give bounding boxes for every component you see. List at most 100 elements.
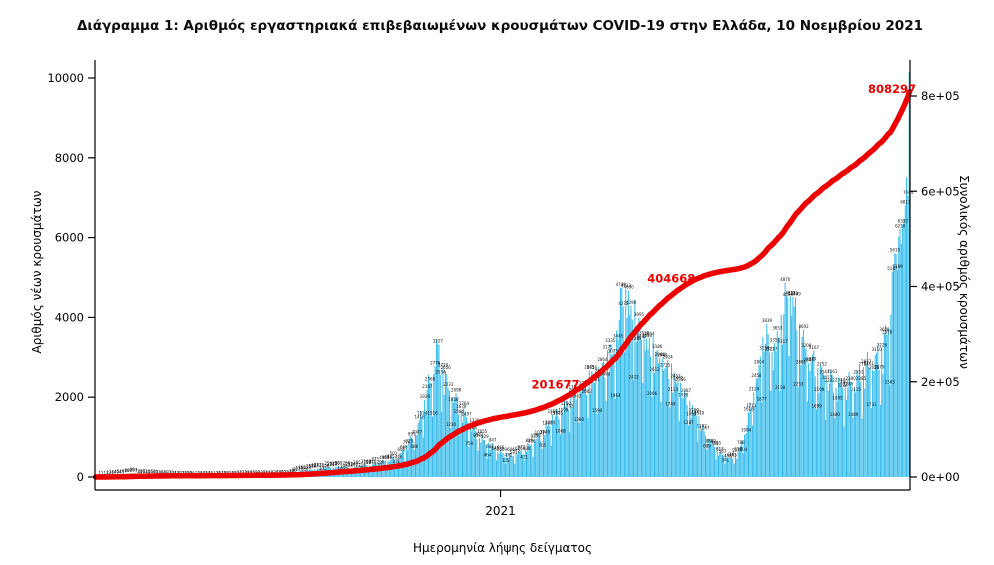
svg-text:1978: 1978: [678, 392, 689, 397]
svg-text:1564: 1564: [454, 409, 465, 414]
svg-text:825: 825: [405, 438, 413, 443]
svg-text:2498: 2498: [600, 372, 611, 377]
svg-text:42: 42: [281, 470, 287, 475]
chart-title: Διάγραμμα 1: Αριθμός εργαστηριακά επιβεβ…: [76, 18, 923, 34]
svg-text:40: 40: [153, 470, 159, 475]
svg-text:1618: 1618: [744, 407, 755, 412]
svg-text:425: 425: [387, 454, 395, 459]
svg-text:6332: 6332: [898, 219, 909, 224]
svg-text:24: 24: [237, 470, 243, 475]
svg-text:50: 50: [151, 469, 157, 474]
svg-text:43: 43: [276, 470, 282, 475]
svg-text:1939: 1939: [420, 394, 431, 399]
svg-text:668: 668: [400, 445, 408, 450]
svg-text:31: 31: [109, 470, 115, 475]
svg-text:4290: 4290: [626, 300, 637, 305]
svg-text:1094: 1094: [741, 428, 752, 433]
svg-text:1489: 1489: [848, 412, 859, 417]
cumulative-annotation: 808297: [868, 82, 916, 96]
svg-text:1679: 1679: [456, 404, 467, 409]
svg-text:4748: 4748: [616, 282, 627, 287]
svg-text:5610: 5610: [890, 247, 901, 252]
svg-text:44: 44: [138, 469, 144, 474]
svg-text:144: 144: [337, 465, 345, 470]
svg-text:1055: 1055: [477, 429, 488, 434]
svg-text:753: 753: [711, 441, 719, 446]
svg-text:2864: 2864: [597, 357, 608, 362]
svg-text:198: 198: [322, 463, 330, 468]
svg-text:2087: 2087: [681, 388, 692, 393]
svg-text:2612: 2612: [650, 367, 661, 372]
svg-text:2178: 2178: [566, 384, 577, 389]
svg-text:2554: 2554: [435, 369, 446, 374]
svg-text:2776: 2776: [430, 360, 441, 365]
svg-text:341: 341: [721, 458, 729, 463]
svg-text:233: 233: [345, 462, 353, 467]
svg-text:2380: 2380: [845, 376, 856, 381]
svg-text:3121: 3121: [765, 347, 776, 352]
svg-text:1713: 1713: [746, 403, 757, 408]
svg-text:1856: 1856: [448, 397, 459, 402]
svg-text:3445: 3445: [613, 334, 624, 339]
svg-text:416: 416: [395, 455, 403, 460]
svg-text:765: 765: [714, 441, 722, 446]
y-right-tick-label: 0e+00: [921, 470, 960, 484]
svg-text:1147: 1147: [699, 425, 710, 430]
svg-text:2675: 2675: [584, 364, 595, 369]
svg-text:325: 325: [502, 458, 510, 463]
svg-text:11: 11: [98, 471, 104, 476]
svg-text:3522: 3522: [639, 331, 650, 336]
svg-text:63: 63: [140, 469, 146, 474]
svg-text:159: 159: [356, 465, 364, 470]
svg-text:448: 448: [724, 453, 732, 458]
svg-text:2113: 2113: [668, 387, 679, 392]
svg-text:471: 471: [505, 452, 513, 457]
svg-text:618: 618: [734, 447, 742, 452]
svg-text:3335: 3335: [605, 338, 616, 343]
svg-text:2458: 2458: [751, 373, 762, 378]
svg-text:3357: 3357: [770, 337, 781, 342]
svg-text:3653: 3653: [772, 325, 783, 330]
svg-text:33: 33: [258, 470, 264, 475]
svg-text:44: 44: [111, 469, 117, 474]
svg-text:6210: 6210: [895, 223, 906, 228]
svg-text:220: 220: [374, 462, 382, 467]
svg-text:991: 991: [408, 432, 416, 437]
svg-text:259: 259: [324, 461, 332, 466]
x-axis-label: Ημερομηνία λήψης δείγματος: [412, 541, 593, 555]
svg-text:1497: 1497: [461, 411, 472, 416]
svg-text:1590: 1590: [689, 408, 700, 413]
svg-text:231: 231: [327, 462, 335, 467]
y-right-tick-label: 2e+05: [921, 375, 960, 389]
svg-text:3110: 3110: [872, 347, 883, 352]
svg-text:31: 31: [166, 470, 172, 475]
svg-text:4680: 4680: [623, 284, 634, 289]
svg-text:816: 816: [706, 439, 714, 444]
svg-text:1037: 1037: [535, 430, 546, 435]
svg-text:3558: 3558: [882, 329, 893, 334]
svg-text:687: 687: [486, 444, 494, 449]
svg-text:30: 30: [169, 470, 175, 475]
svg-text:656: 656: [497, 445, 505, 450]
svg-text:80: 80: [127, 468, 133, 473]
svg-text:3608: 3608: [879, 327, 890, 332]
svg-text:2754: 2754: [859, 361, 870, 366]
svg-text:3504: 3504: [644, 331, 655, 336]
svg-text:4713: 4713: [621, 283, 632, 288]
svg-text:49: 49: [114, 469, 120, 474]
svg-text:2115: 2115: [851, 387, 862, 392]
svg-text:375: 375: [371, 456, 379, 461]
svg-text:531: 531: [510, 450, 518, 455]
svg-text:1749: 1749: [665, 401, 676, 406]
svg-text:2417: 2417: [822, 375, 833, 380]
svg-text:476: 476: [727, 452, 735, 457]
svg-text:3075: 3075: [608, 349, 619, 354]
svg-text:61: 61: [143, 469, 149, 474]
svg-text:1268: 1268: [542, 421, 553, 426]
svg-text:2725: 2725: [660, 362, 671, 367]
y-right-tick-label: 4e+05: [921, 280, 960, 294]
svg-text:609: 609: [499, 447, 507, 452]
cumulative-cases-line: [92, 89, 913, 480]
svg-text:2561: 2561: [827, 369, 838, 374]
y-left-tick-label: 8000: [55, 151, 84, 165]
